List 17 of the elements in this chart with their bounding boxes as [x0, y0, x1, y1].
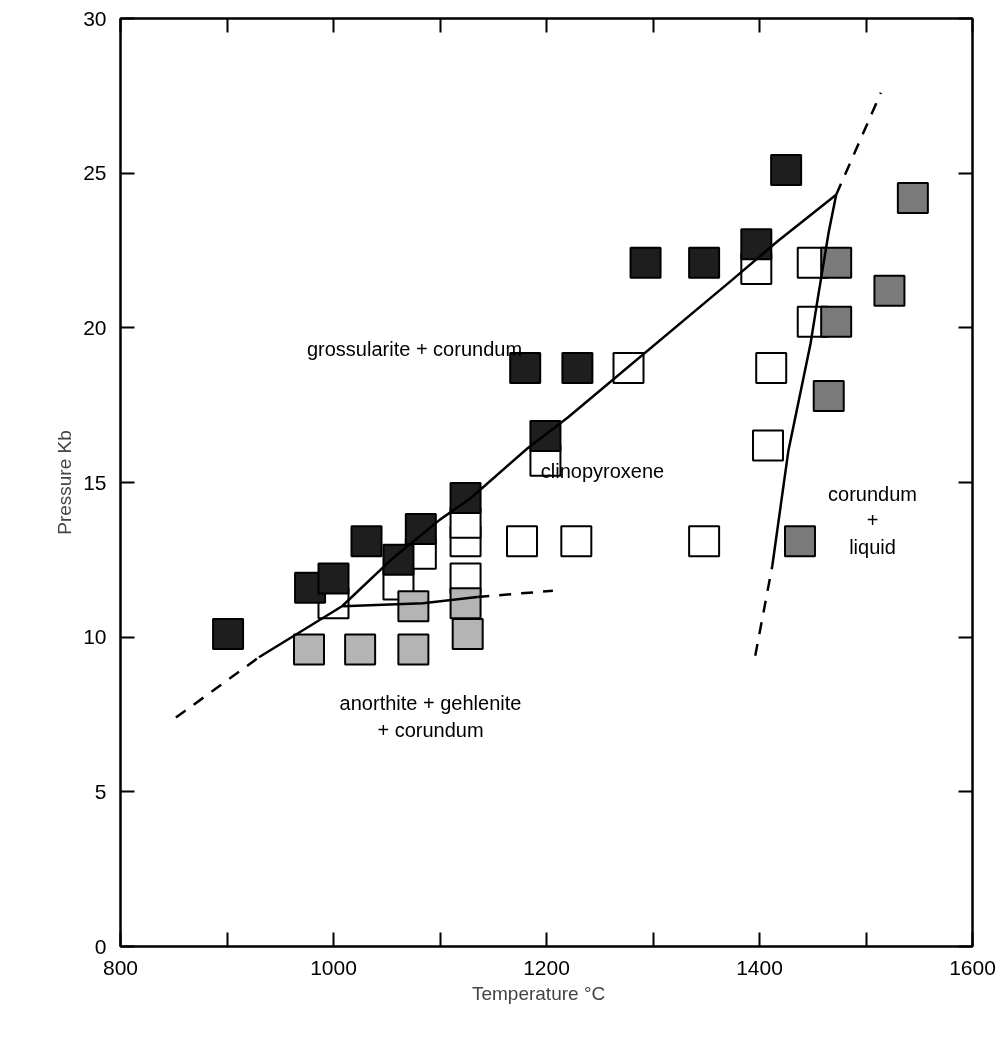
- y-tick-label: 0: [94, 934, 107, 958]
- x-tick-label: 1600: [949, 955, 996, 979]
- y-tick-label: 25: [83, 161, 107, 185]
- y-tick-label: 5: [94, 779, 107, 803]
- y-tick-label: 30: [83, 6, 107, 30]
- x-tick-label: 800: [102, 955, 139, 979]
- x-tick-label: 1000: [310, 955, 357, 979]
- x-tick-label: 1200: [523, 955, 570, 979]
- y-tick-label: 20: [83, 315, 107, 339]
- annotation: anorthite + gehlenite + corundum: [339, 692, 522, 741]
- y-tick-label: 15: [83, 470, 107, 494]
- y-tick-label: 10: [83, 625, 107, 649]
- x-axis-title: Temperature °C: [471, 982, 606, 1004]
- y-axis-title: Pressure Kb: [54, 430, 76, 535]
- x-tick-label: 1400: [736, 955, 783, 979]
- annotation: corundum + liquid: [828, 483, 917, 558]
- annotation: grossularite + corundum: [306, 337, 523, 360]
